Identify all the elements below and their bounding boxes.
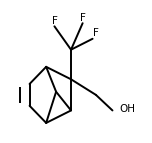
Text: F: F [52,16,57,26]
Text: F: F [93,28,98,38]
Text: OH: OH [119,104,135,114]
Text: F: F [80,13,86,23]
